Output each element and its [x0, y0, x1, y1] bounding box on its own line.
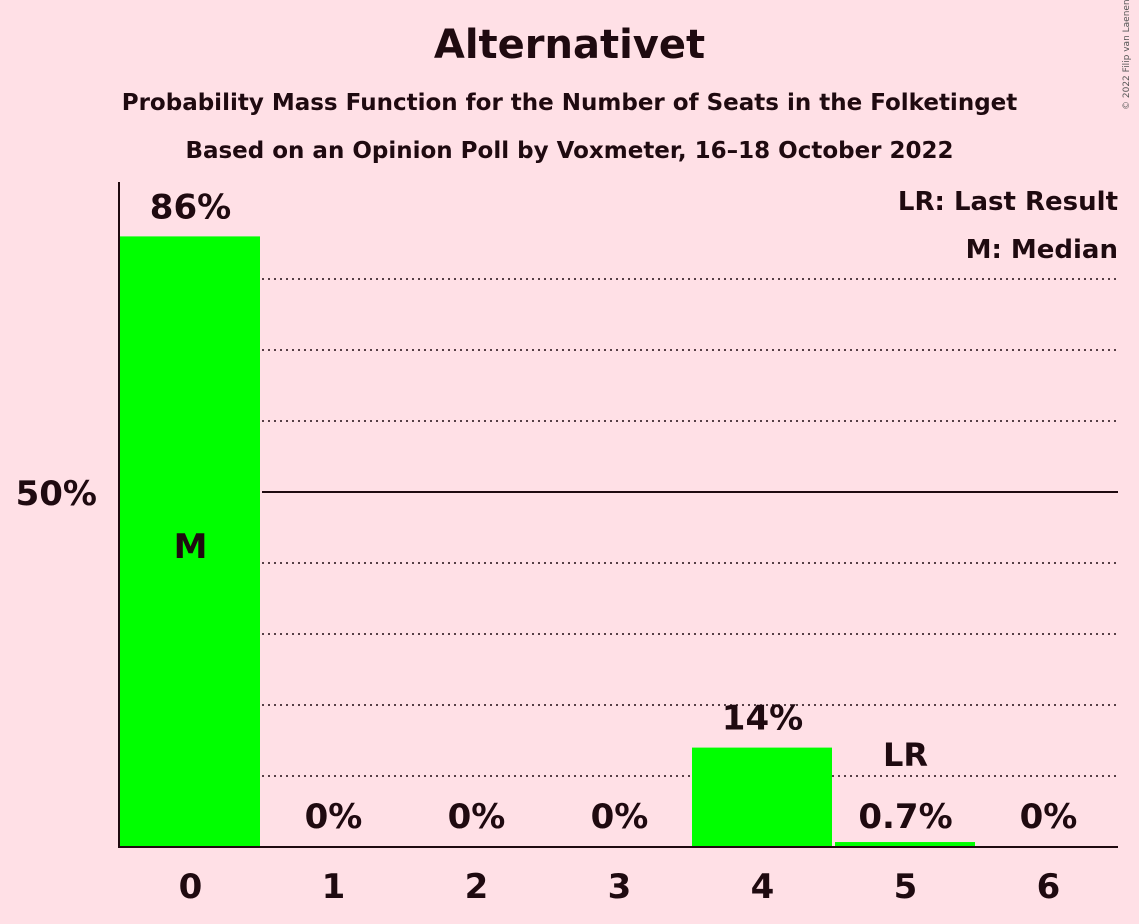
- data-label: 14%: [722, 699, 803, 739]
- x-tick-label: 4: [751, 867, 775, 907]
- median-marker: M: [174, 527, 208, 567]
- bar-4: [692, 747, 832, 847]
- legend-entry: M: Median: [966, 235, 1118, 265]
- x-tick-label: 3: [608, 867, 632, 907]
- x-tick-label: 0: [179, 867, 203, 907]
- data-label: 0.7%: [858, 797, 952, 837]
- y-tick-label: 50%: [16, 474, 97, 514]
- data-label: 0%: [305, 797, 363, 837]
- data-label: 0%: [591, 797, 649, 837]
- legend-entry: LR: Last Result: [898, 187, 1118, 217]
- x-tick-label: 6: [1037, 867, 1061, 907]
- data-label: 86%: [150, 187, 231, 227]
- chart-title: Alternativet: [433, 22, 706, 68]
- chart-subtitle: Probability Mass Function for the Number…: [121, 90, 1018, 116]
- bar-5: [835, 842, 975, 847]
- chart-subtitle-poll: Based on an Opinion Poll by Voxmeter, 16…: [185, 138, 954, 164]
- last-result-marker: LR: [883, 736, 928, 774]
- x-tick-label: 1: [322, 867, 346, 907]
- bar-0: [120, 236, 260, 847]
- x-tick-label: 2: [465, 867, 489, 907]
- data-label: 0%: [1020, 797, 1078, 837]
- x-tick-label: 5: [894, 867, 918, 907]
- data-label: 0%: [448, 797, 506, 837]
